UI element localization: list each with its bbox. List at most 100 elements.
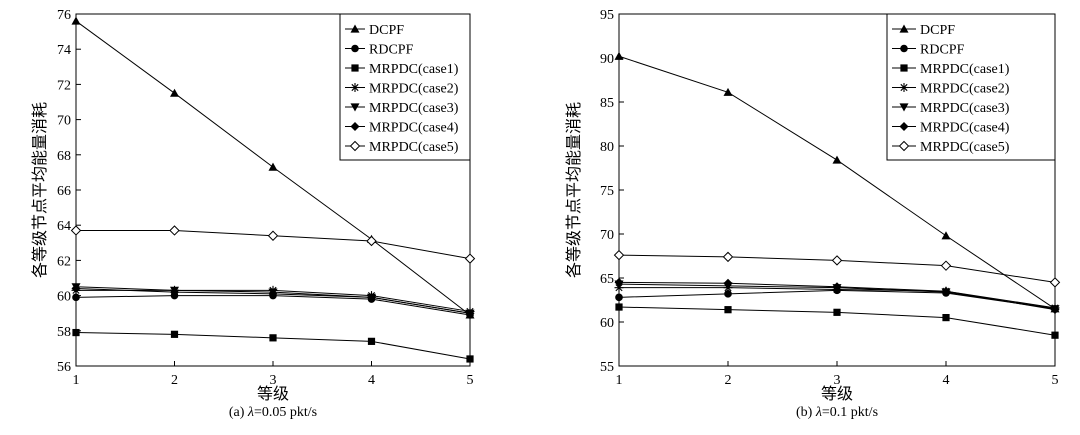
legend-item-mrpdc-case3-a-label: MRPDC(case3)	[369, 101, 459, 116]
y-tick-label-b-60: 60	[600, 316, 614, 331]
y-tick-label-b-55: 55	[600, 360, 614, 375]
legend-item-mrpdc-case5-a: MRPDC(case5)	[345, 140, 459, 155]
legend-item-dcpf-a-label: DCPF	[369, 23, 404, 38]
x-ticks-b: 1 2 3 4 5	[616, 361, 1059, 388]
series-group-b	[613, 51, 1061, 339]
series-mrpdc-case4-b-point-5	[1050, 305, 1060, 315]
series-mrpdc-case1-a-point-4	[367, 337, 376, 345]
y-tick-label-a-74: 74	[57, 43, 71, 58]
series-mrpdc-case1-a-point-5	[466, 355, 474, 363]
legend-item-mrpdc-case2-b-point-swatch	[899, 83, 909, 92]
series-rdcpf-a-point-1	[72, 293, 80, 302]
legend-item-mrpdc-case1-b: MRPDC(case1)	[892, 62, 1010, 77]
legend-item-mrpdc-case5-b-label: MRPDC(case5)	[920, 140, 1010, 155]
x-tick-label-a-2: 2	[171, 373, 178, 388]
series-mrpdc-case5-b-point-2	[722, 251, 734, 263]
y-tick-label-a-60: 60	[57, 290, 71, 305]
legend-item-mrpdc-case1-a-label: MRPDC(case1)	[369, 62, 459, 77]
legend-item-dcpf-b-label: DCPF	[920, 23, 955, 38]
legend-item-rdcpf-a-label: RDCPF	[369, 43, 414, 58]
y-axis-label-b: 各等级节点平均能量消耗	[565, 102, 583, 278]
series-mrpdc-case5-b-point-5	[1049, 277, 1061, 288]
legend-item-mrpdc-case5-b-point-swatch	[898, 140, 910, 152]
legend-item-mrpdc-case5-a-label: MRPDC(case5)	[369, 140, 459, 155]
legend-item-rdcpf-b: RDCPF	[892, 43, 965, 58]
y-axis-label-a: 各等级节点平均能量消耗	[31, 102, 49, 278]
series-mrpdc-case5-a-point-2	[169, 225, 180, 236]
series-mrpdc-case4-a	[71, 284, 475, 318]
legend-item-mrpdc-case2-a-label: MRPDC(case2)	[369, 82, 459, 97]
series-mrpdc-case5-b-point-1	[613, 249, 625, 261]
y-tick-label-a-64: 64	[57, 219, 71, 234]
legend-b: DCPF RDCPF MRPDC(case1) MRPDC(case2) MRPDC(c…	[886, 13, 1056, 161]
chart-panel-a: 56 58 60 62 64 66 68 70 72 74 76 1 2 3 4 5 DCPF RDCPF MR…	[31, 8, 476, 420]
legend-item-dcpf-b-point-swatch	[899, 24, 909, 33]
legend-item-dcpf-b: DCPF	[892, 23, 955, 38]
legend-a: DCPF RDCPF MRPDC(case1) MRPDC(case2) MRPDC(c…	[339, 13, 471, 161]
legend-item-mrpdc-case5-a-point-swatch	[349, 140, 361, 152]
legend-item-mrpdc-case1-b-label: MRPDC(case1)	[920, 62, 1010, 77]
series-mrpdc-case5-a-point-5	[464, 253, 476, 264]
legend-item-mrpdc-case2-a: MRPDC(case2)	[345, 82, 459, 97]
legend-item-mrpdc-case2-b-label: MRPDC(case2)	[920, 82, 1010, 97]
legend-item-rdcpf-b-label: RDCPF	[920, 43, 965, 58]
y-tick-label-b-90: 90	[600, 52, 614, 67]
series-mrpdc-case1-a	[72, 328, 474, 363]
legend-item-rdcpf-a: RDCPF	[345, 43, 414, 58]
x-axis-label-b: 等级	[821, 385, 853, 403]
legend-item-mrpdc-case5-b: MRPDC(case5)	[892, 140, 1010, 155]
x-tick-label-b-3: 3	[834, 373, 841, 388]
y-tick-label-b-95: 95	[600, 8, 614, 23]
series-mrpdc-case1-b	[615, 303, 1059, 339]
series-mrpdc-case4-b-point-4	[941, 286, 951, 296]
series-mrpdc-case1-b-point-1	[615, 303, 623, 311]
series-mrpdc-case4-b-point-3	[832, 282, 842, 292]
series-mrpdc-case1-a-point-2	[170, 330, 179, 338]
x-tick-label-a-4: 4	[368, 373, 375, 388]
legend-item-rdcpf-a-point-swatch	[351, 44, 359, 53]
series-mrpdc-case4-a-point-4	[367, 292, 376, 302]
series-mrpdc-case4-b-point-2	[723, 278, 733, 288]
legend-item-mrpdc-case3-a: MRPDC(case3)	[345, 101, 459, 116]
series-mrpdc-case5-a-point-3	[267, 230, 279, 241]
series-mrpdc-case4-a-point-3	[268, 289, 278, 299]
legend-item-mrpdc-case2-b: MRPDC(case2)	[892, 82, 1010, 97]
series-mrpdc-case5-b	[613, 249, 1061, 288]
series-dcpf-a-point-3	[268, 162, 278, 171]
series-mrpdc-case1-b-point-5	[1051, 331, 1059, 339]
legend-item-mrpdc-case1-a-point-swatch	[351, 64, 359, 72]
caption-b: (b) λ=0.1 pkt/s	[796, 405, 878, 420]
y-tick-label-b-85: 85	[600, 96, 614, 111]
y-tick-label-b-80: 80	[600, 140, 614, 155]
legend-item-mrpdc-case3-b-point-swatch	[899, 103, 909, 112]
legend-item-mrpdc-case1-b-point-swatch	[900, 64, 908, 72]
y-tick-label-a-72: 72	[57, 78, 71, 93]
series-mrpdc-case4-a-point-2	[170, 287, 179, 297]
series-rdcpf-b-point-1	[615, 293, 623, 302]
series-mrpdc-case4-a-point-5	[465, 308, 475, 318]
legend-item-dcpf-a-point-swatch	[350, 24, 360, 33]
x-tick-label-b-1: 1	[616, 373, 623, 388]
series-mrpdc-case1-a-point-1	[72, 328, 80, 337]
legend-item-dcpf-a: DCPF	[345, 23, 404, 38]
y-tick-label-b-75: 75	[600, 184, 614, 199]
series-mrpdc-case5-a-point-4	[366, 235, 377, 247]
legend-item-mrpdc-case3-b: MRPDC(case3)	[892, 101, 1010, 116]
series-mrpdc-case5-a-point-1	[70, 225, 82, 236]
y-tick-label-a-58: 58	[57, 325, 71, 340]
legend-item-mrpdc-case4-a-label: MRPDC(case4)	[369, 121, 459, 136]
legend-item-mrpdc-case1-a: MRPDC(case1)	[345, 62, 459, 77]
series-mrpdc-case4-b-point-1	[614, 277, 624, 287]
x-axis-label-a: 等级	[257, 385, 289, 403]
series-group-a	[70, 16, 476, 363]
y-tick-label-b-65: 65	[600, 272, 614, 287]
x-tick-label-a-1: 1	[73, 373, 80, 388]
series-dcpf-b-point-4	[941, 231, 951, 240]
y-tick-label-a-70: 70	[57, 114, 71, 129]
legend-item-mrpdc-case4-a-point-swatch	[350, 122, 360, 131]
series-mrpdc-case4-b	[614, 277, 1060, 315]
y-tick-label-a-56: 56	[57, 360, 71, 375]
legend-item-mrpdc-case3-b-label: MRPDC(case3)	[920, 101, 1010, 116]
x-ticks-a: 1 2 3 4 5	[73, 361, 474, 388]
